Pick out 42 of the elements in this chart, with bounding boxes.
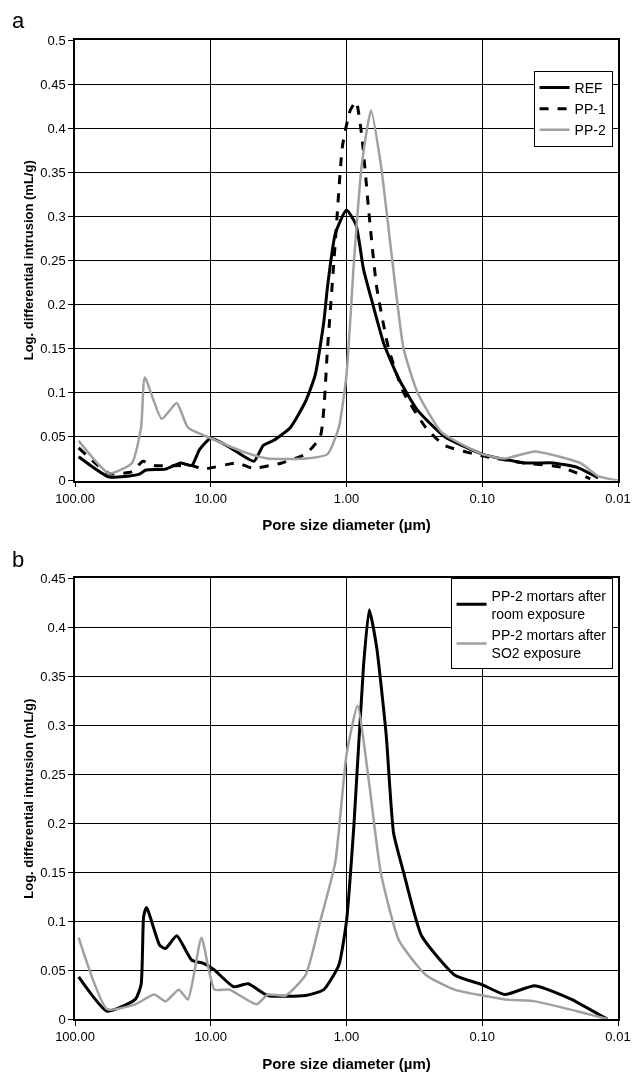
- legend-label: REF: [574, 79, 603, 96]
- y-tick-label: 0.5: [47, 32, 66, 48]
- x-axis-title: Pore size diameter (µm): [262, 516, 431, 534]
- y-tick-label: 0.4: [47, 619, 66, 635]
- y-tick-label: 0.35: [40, 164, 66, 180]
- x-tick-label: 1.00: [333, 1029, 360, 1045]
- legend-label: PP-2 mortars after room exposure: [491, 587, 607, 622]
- y-tick-label: 0.45: [40, 76, 66, 92]
- x-tick-label: 10.00: [194, 490, 228, 506]
- y-tick-label: 0.25: [40, 252, 66, 268]
- y-tick-label: 0.25: [40, 766, 66, 782]
- y-tick-label: 0.35: [40, 668, 66, 684]
- y-tick-label: 0.3: [47, 208, 66, 224]
- y-tick-label: 0.1: [47, 913, 66, 929]
- x-tick-label: 1.00: [333, 490, 360, 506]
- x-tick-label: 10.00: [194, 1029, 228, 1045]
- x-axis-title: Pore size diameter (µm): [262, 1054, 431, 1072]
- x-tick-label: 0.10: [469, 490, 495, 506]
- y-tick-label: 0.05: [40, 429, 66, 445]
- y-tick-label: 0: [58, 1011, 66, 1027]
- chart-title: b: [12, 547, 25, 572]
- y-axis-title: Log. differential intrusion (mL/g): [20, 698, 36, 899]
- y-tick-label: 0.2: [47, 815, 66, 831]
- y-tick-label: 0.45: [40, 571, 66, 586]
- x-tick-label: 0.01: [605, 490, 631, 506]
- y-axis-title: Log. differential intrusion (mL/g): [20, 160, 36, 361]
- y-tick-label: 0.4: [47, 120, 66, 136]
- y-tick-label: 0.3: [47, 717, 66, 733]
- x-tick-label: 100.00: [55, 490, 95, 506]
- y-tick-label: 0: [58, 473, 66, 489]
- y-tick-label: 0.1: [47, 384, 66, 400]
- y-tick-label: 0.05: [40, 962, 66, 978]
- legend-label: PP-2 mortars after SO2 exposure: [491, 626, 607, 662]
- y-tick-label: 0.15: [40, 864, 66, 880]
- y-tick-label: 0.2: [47, 296, 66, 312]
- legend-label: PP-2: [574, 122, 606, 139]
- y-tick-label: 0.15: [40, 340, 66, 356]
- chart-title: a: [12, 8, 25, 33]
- x-tick-label: 0.10: [469, 1029, 495, 1045]
- x-tick-label: 100.00: [55, 1029, 95, 1045]
- x-tick-label: 0.01: [605, 1029, 631, 1045]
- legend-label: PP-1: [574, 101, 606, 118]
